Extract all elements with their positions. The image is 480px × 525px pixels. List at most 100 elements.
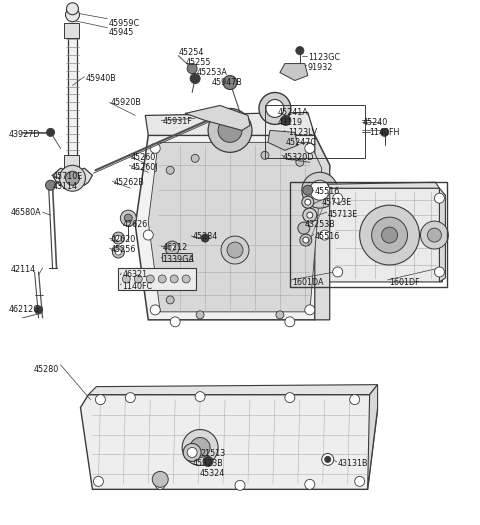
Circle shape bbox=[235, 480, 245, 490]
Text: 45516: 45516 bbox=[315, 232, 340, 241]
Circle shape bbox=[187, 64, 197, 74]
Polygon shape bbox=[185, 106, 250, 130]
Circle shape bbox=[434, 267, 444, 277]
Bar bbox=[63, 155, 80, 170]
Circle shape bbox=[46, 180, 56, 190]
Text: 45713E: 45713E bbox=[322, 198, 352, 207]
Circle shape bbox=[47, 129, 55, 136]
Circle shape bbox=[134, 275, 142, 283]
Polygon shape bbox=[52, 169, 93, 185]
Circle shape bbox=[166, 296, 174, 304]
Text: 45280: 45280 bbox=[34, 365, 59, 374]
Text: 45247C: 45247C bbox=[286, 139, 317, 148]
Polygon shape bbox=[81, 395, 378, 489]
Text: 43114: 43114 bbox=[52, 182, 78, 191]
Circle shape bbox=[285, 393, 295, 403]
Text: 45260: 45260 bbox=[130, 153, 156, 162]
Text: 43119: 43119 bbox=[278, 119, 303, 128]
Polygon shape bbox=[268, 130, 298, 150]
Text: 1601DF: 1601DF bbox=[390, 278, 420, 287]
Text: 45940B: 45940B bbox=[85, 74, 116, 82]
Text: 45516: 45516 bbox=[315, 187, 340, 196]
Circle shape bbox=[355, 476, 365, 486]
Circle shape bbox=[120, 210, 136, 226]
Circle shape bbox=[60, 165, 85, 191]
Circle shape bbox=[381, 129, 389, 136]
Circle shape bbox=[285, 317, 295, 327]
Text: 46212G: 46212G bbox=[9, 305, 40, 314]
Text: 45240: 45240 bbox=[363, 119, 388, 128]
Circle shape bbox=[221, 236, 249, 264]
Text: 1140FH: 1140FH bbox=[370, 129, 400, 138]
Text: 45260J: 45260J bbox=[130, 163, 158, 172]
Text: 45710E: 45710E bbox=[52, 172, 83, 181]
Text: 46321: 46321 bbox=[122, 270, 147, 279]
Circle shape bbox=[223, 76, 237, 89]
Polygon shape bbox=[330, 188, 443, 282]
Bar bbox=[265, 106, 365, 159]
Bar bbox=[119, 268, 196, 290]
Circle shape bbox=[322, 454, 334, 465]
Circle shape bbox=[372, 217, 408, 253]
Polygon shape bbox=[145, 112, 315, 135]
Polygon shape bbox=[135, 135, 330, 320]
Circle shape bbox=[65, 171, 80, 185]
Circle shape bbox=[261, 151, 269, 159]
Text: 1601DA: 1601DA bbox=[292, 278, 324, 287]
Circle shape bbox=[166, 166, 174, 174]
Circle shape bbox=[296, 47, 304, 55]
Circle shape bbox=[150, 143, 160, 153]
Circle shape bbox=[333, 193, 343, 203]
Text: 45931F: 45931F bbox=[162, 118, 192, 127]
Circle shape bbox=[281, 116, 291, 125]
Circle shape bbox=[201, 234, 209, 242]
Circle shape bbox=[187, 447, 197, 457]
Circle shape bbox=[227, 242, 243, 258]
Circle shape bbox=[165, 241, 179, 255]
Circle shape bbox=[170, 275, 178, 283]
Text: 45284: 45284 bbox=[192, 232, 217, 241]
Text: 45320D: 45320D bbox=[283, 153, 314, 162]
Text: 21513: 21513 bbox=[200, 449, 226, 458]
Circle shape bbox=[112, 246, 124, 258]
Text: 45241A: 45241A bbox=[278, 109, 309, 118]
Circle shape bbox=[305, 199, 311, 205]
Circle shape bbox=[303, 208, 317, 222]
Circle shape bbox=[266, 99, 284, 118]
Polygon shape bbox=[368, 385, 378, 489]
Polygon shape bbox=[328, 182, 439, 188]
Circle shape bbox=[155, 479, 165, 489]
Text: 42114: 42114 bbox=[11, 265, 36, 274]
Circle shape bbox=[122, 275, 130, 283]
Text: 45959C: 45959C bbox=[108, 19, 140, 28]
Polygon shape bbox=[88, 385, 378, 395]
Circle shape bbox=[333, 267, 343, 277]
Text: 42620: 42620 bbox=[110, 235, 136, 244]
Text: 1123GC: 1123GC bbox=[308, 52, 340, 61]
Circle shape bbox=[183, 444, 201, 461]
Circle shape bbox=[428, 228, 442, 242]
Circle shape bbox=[302, 172, 338, 208]
Circle shape bbox=[124, 214, 132, 222]
Text: 1140FC: 1140FC bbox=[122, 282, 153, 291]
Circle shape bbox=[190, 437, 210, 457]
Circle shape bbox=[303, 237, 309, 243]
Text: 45713E: 45713E bbox=[328, 210, 358, 219]
Circle shape bbox=[150, 305, 160, 315]
Circle shape bbox=[144, 230, 153, 240]
Circle shape bbox=[208, 109, 252, 152]
Polygon shape bbox=[280, 64, 308, 80]
Circle shape bbox=[115, 235, 121, 241]
Circle shape bbox=[434, 193, 444, 203]
Text: 46212: 46212 bbox=[162, 243, 188, 252]
Circle shape bbox=[125, 393, 135, 403]
Text: 45324: 45324 bbox=[200, 469, 226, 478]
Text: 45253A: 45253A bbox=[196, 68, 227, 77]
Bar bbox=[162, 253, 192, 261]
Circle shape bbox=[158, 275, 166, 283]
Circle shape bbox=[296, 159, 304, 166]
Circle shape bbox=[320, 230, 330, 240]
Circle shape bbox=[195, 392, 205, 402]
Bar bbox=[290, 182, 447, 287]
Circle shape bbox=[218, 119, 242, 142]
